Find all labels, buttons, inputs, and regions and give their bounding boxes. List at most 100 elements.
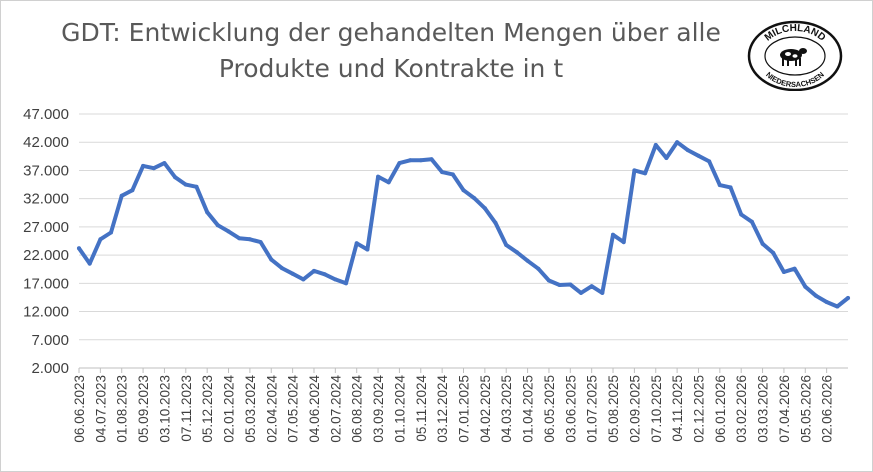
data-point xyxy=(728,185,733,190)
chart-title: GDT: Entwicklung der gehandelten Mengen … xyxy=(61,15,721,87)
data-point xyxy=(269,257,274,262)
x-axis-ticks: 06.06.2023 04.07.2023 01.08.2023 05.09.2023… xyxy=(72,368,835,443)
milchland-logo: MILCHLAND NIEDERSACHSEN xyxy=(747,20,843,91)
data-point xyxy=(98,237,103,242)
x-tick-label: 07.05.2024 xyxy=(286,375,301,443)
data-point xyxy=(664,156,669,160)
cow-icon xyxy=(780,48,807,66)
data-point xyxy=(621,240,626,245)
data-point xyxy=(354,241,359,246)
data-point xyxy=(600,290,605,295)
data-point xyxy=(482,206,487,211)
y-tick-label: 17.000 xyxy=(23,275,69,292)
series-line xyxy=(77,140,850,309)
logo-ring-inner xyxy=(764,36,826,76)
data-point xyxy=(376,174,381,179)
x-tick-label: 02.07.2024 xyxy=(328,375,343,443)
x-tick-label: 04.02.2025 xyxy=(478,375,493,443)
x-tick-label: 07.10.2025 xyxy=(649,375,664,443)
y-tick-label: 42.000 xyxy=(23,134,69,151)
data-point xyxy=(258,240,263,245)
data-point xyxy=(653,143,658,147)
x-tick-label: 03.12.2024 xyxy=(435,375,450,443)
x-tick-label: 05.08.2025 xyxy=(606,375,621,443)
x-tick-label: 01.04.2025 xyxy=(521,375,536,443)
x-tick-label: 05.03.2024 xyxy=(243,375,258,443)
data-point xyxy=(675,140,680,145)
x-tick-label: 06.08.2024 xyxy=(350,375,365,443)
x-tick-label: 07.11.2023 xyxy=(179,375,194,442)
y-tick-label: 47.000 xyxy=(23,106,69,123)
x-tick-label: 04.03.2025 xyxy=(499,375,514,443)
data-point xyxy=(183,182,188,187)
data-point xyxy=(333,277,338,282)
x-tick-label: 03.03.2026 xyxy=(756,375,771,443)
x-tick-label: 01.07.2025 xyxy=(585,375,600,443)
data-point xyxy=(173,175,178,180)
data-point xyxy=(440,170,445,175)
data-point xyxy=(450,172,455,177)
x-tick-label: 02.04.2024 xyxy=(264,375,279,443)
data-point xyxy=(846,296,850,300)
data-point xyxy=(247,237,252,242)
y-tick-label: 37.000 xyxy=(23,162,69,179)
x-tick-label: 02.01.2024 xyxy=(222,375,237,443)
data-point xyxy=(237,236,242,241)
data-point xyxy=(536,266,541,271)
data-point xyxy=(493,220,498,225)
data-point xyxy=(707,159,712,164)
data-point xyxy=(579,290,583,295)
data-point xyxy=(87,261,92,266)
data-point xyxy=(119,193,124,198)
x-tick-label: 01.08.2023 xyxy=(115,375,130,443)
x-tick-label: 04.07.2023 xyxy=(93,375,108,443)
data-point xyxy=(194,184,199,189)
data-point xyxy=(557,283,562,287)
data-point xyxy=(77,246,81,251)
data-point xyxy=(760,241,765,246)
x-tick-label: 02.06.2026 xyxy=(820,375,835,443)
grid-lines xyxy=(79,113,848,369)
data-point xyxy=(344,281,348,286)
y-tick-label: 12.000 xyxy=(23,304,69,321)
x-tick-label: 02.12.2025 xyxy=(691,375,706,443)
y-tick-label: 32.000 xyxy=(23,191,69,208)
y-axis-ticks: 47.000 42.000 37.000 32.000 27.000 22.000 17.0… xyxy=(23,106,69,377)
data-point xyxy=(312,268,316,273)
data-point xyxy=(749,219,754,224)
data-point xyxy=(141,163,146,168)
data-point xyxy=(504,243,509,247)
data-point xyxy=(472,196,477,201)
chart-title-line-2: Produkte und Kontrakte in t xyxy=(218,54,564,83)
data-point xyxy=(771,250,776,255)
x-tick-label: 03.10.2023 xyxy=(157,375,172,443)
x-tick-label: 03.09.2024 xyxy=(371,375,386,443)
data-point xyxy=(611,232,615,237)
data-point xyxy=(781,270,786,274)
data-point xyxy=(824,300,829,304)
data-point xyxy=(397,161,402,166)
data-point xyxy=(643,171,648,176)
x-tick-label: 06.01.2026 xyxy=(713,375,728,443)
data-point xyxy=(514,250,519,255)
chart-title-line-1: GDT: Entwicklung der gehandelten Mengen … xyxy=(61,18,721,47)
x-tick-label: 03.06.2025 xyxy=(563,375,578,443)
data-point xyxy=(717,183,722,188)
data-point xyxy=(525,258,530,263)
data-point xyxy=(226,229,231,234)
data-point xyxy=(109,230,113,235)
x-tick-label: 02.09.2025 xyxy=(627,375,642,443)
x-tick-label: 04.11.2025 xyxy=(670,375,685,442)
data-point xyxy=(696,153,701,158)
x-tick-label: 05.09.2023 xyxy=(136,375,151,443)
x-tick-label: 06.05.2025 xyxy=(542,375,557,443)
data-point xyxy=(408,158,413,163)
x-tick-label: 05.11.2024 xyxy=(414,375,429,442)
x-tick-label: 01.10.2024 xyxy=(392,375,407,443)
data-point xyxy=(162,161,167,166)
data-point xyxy=(792,266,797,271)
x-tick-label: 07.01.2025 xyxy=(457,375,472,443)
y-tick-label: 7.000 xyxy=(31,332,69,349)
